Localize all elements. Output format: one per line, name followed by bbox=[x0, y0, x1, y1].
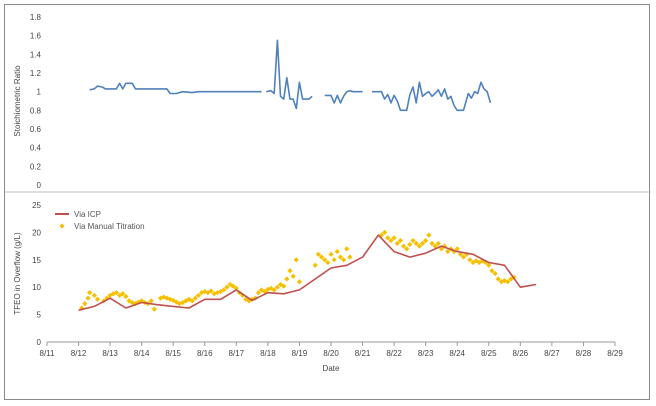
x-tick-label: 8/23 bbox=[418, 349, 434, 358]
titration-point bbox=[297, 279, 302, 284]
titration-point bbox=[291, 274, 296, 279]
ratio-line-segment bbox=[325, 91, 363, 103]
x-tick-label: 8/17 bbox=[229, 349, 245, 358]
x-tick-label: 8/19 bbox=[292, 349, 308, 358]
x-tick-label: 8/26 bbox=[513, 349, 529, 358]
x-tick-label: 8/15 bbox=[165, 349, 181, 358]
x-tick-label: 8/28 bbox=[576, 349, 592, 358]
titration-point bbox=[313, 263, 318, 268]
legend-icp-label: Via ICP bbox=[74, 210, 101, 219]
titration-point bbox=[95, 297, 100, 302]
y-axis-title: TFEO in Overflow (g/L) bbox=[13, 232, 22, 315]
y-tick-label: 1.2 bbox=[30, 69, 42, 78]
ratio-line-segment bbox=[372, 82, 490, 110]
x-tick-label: 8/20 bbox=[323, 349, 339, 358]
y-tick-label: 25 bbox=[32, 201, 41, 210]
y-tick-label: 0.2 bbox=[30, 162, 42, 171]
titration-point bbox=[344, 246, 349, 251]
x-tick-label: 8/11 bbox=[40, 349, 56, 358]
titration-point bbox=[328, 252, 333, 257]
titration-point bbox=[294, 257, 299, 262]
y-tick-label: 10 bbox=[32, 283, 41, 292]
titration-point bbox=[85, 296, 90, 301]
legend-titration-label: Via Manual Titration bbox=[74, 222, 145, 231]
y-tick-label: 1.8 bbox=[30, 13, 42, 22]
tfeo-overflow-panel: 0 5 10 15 20 25 TFEO in Overflow (g/L) 8/11 8/12… bbox=[13, 201, 623, 373]
x-tick-label: 8/22 bbox=[386, 349, 402, 358]
titration-point bbox=[407, 242, 412, 247]
y-tick-label: 0 bbox=[37, 338, 42, 347]
y-tick-label: 20 bbox=[32, 228, 41, 237]
titration-point bbox=[332, 257, 337, 262]
x-tick-label: 8/29 bbox=[607, 349, 623, 358]
x-tick-label: 8/14 bbox=[134, 349, 150, 358]
ratio-line-segment bbox=[266, 40, 312, 108]
chart-frame: 0 0.2 0.4 0.6 0.8 1 1.2 1.4 1.6 1.8 Stoichiometric… bbox=[4, 4, 650, 400]
y-axis-title: Stoichiometric Ratio bbox=[13, 65, 22, 137]
y-tick-label: 0 bbox=[37, 181, 42, 190]
x-tick-label: 8/27 bbox=[544, 349, 560, 358]
y-tick-label: 5 bbox=[37, 311, 42, 320]
y-tick-label: 15 bbox=[32, 256, 41, 265]
x-tick-label: 8/12 bbox=[71, 349, 87, 358]
y-tick-label: 0.6 bbox=[30, 125, 42, 134]
ratio-line-segment bbox=[90, 83, 262, 93]
legend-titration-swatch bbox=[59, 223, 64, 228]
x-tick-label: 8/13 bbox=[102, 349, 118, 358]
titration-point bbox=[335, 249, 340, 254]
stoichiometric-ratio-panel: 0 0.2 0.4 0.6 0.8 1 1.2 1.4 1.6 1.8 Stoichiometric… bbox=[5, 13, 651, 192]
icp-line bbox=[79, 235, 536, 310]
titration-point bbox=[287, 268, 292, 273]
y-tick-label: 1.6 bbox=[30, 32, 42, 41]
y-tick-label: 1.4 bbox=[30, 50, 42, 59]
x-tick-label: 8/16 bbox=[197, 349, 213, 358]
chart-canvas: 0 0.2 0.4 0.6 0.8 1 1.2 1.4 1.6 1.8 Stoichiometric… bbox=[5, 5, 651, 401]
titration-point bbox=[82, 301, 87, 306]
x-tick-label: 8/18 bbox=[260, 349, 276, 358]
x-tick-label: 8/21 bbox=[355, 349, 371, 358]
titration-point bbox=[426, 233, 431, 238]
x-tick-label: 8/25 bbox=[481, 349, 497, 358]
titration-point bbox=[87, 290, 92, 295]
x-tick-label: 8/24 bbox=[449, 349, 465, 358]
titration-point bbox=[284, 276, 289, 281]
y-tick-label: 0.8 bbox=[30, 106, 42, 115]
titration-point bbox=[152, 307, 157, 312]
y-tick-label: 1 bbox=[37, 88, 42, 97]
x-axis-title: Date bbox=[323, 364, 340, 373]
titration-point bbox=[92, 293, 97, 298]
titration-point bbox=[347, 254, 352, 259]
y-tick-label: 0.4 bbox=[30, 144, 42, 153]
